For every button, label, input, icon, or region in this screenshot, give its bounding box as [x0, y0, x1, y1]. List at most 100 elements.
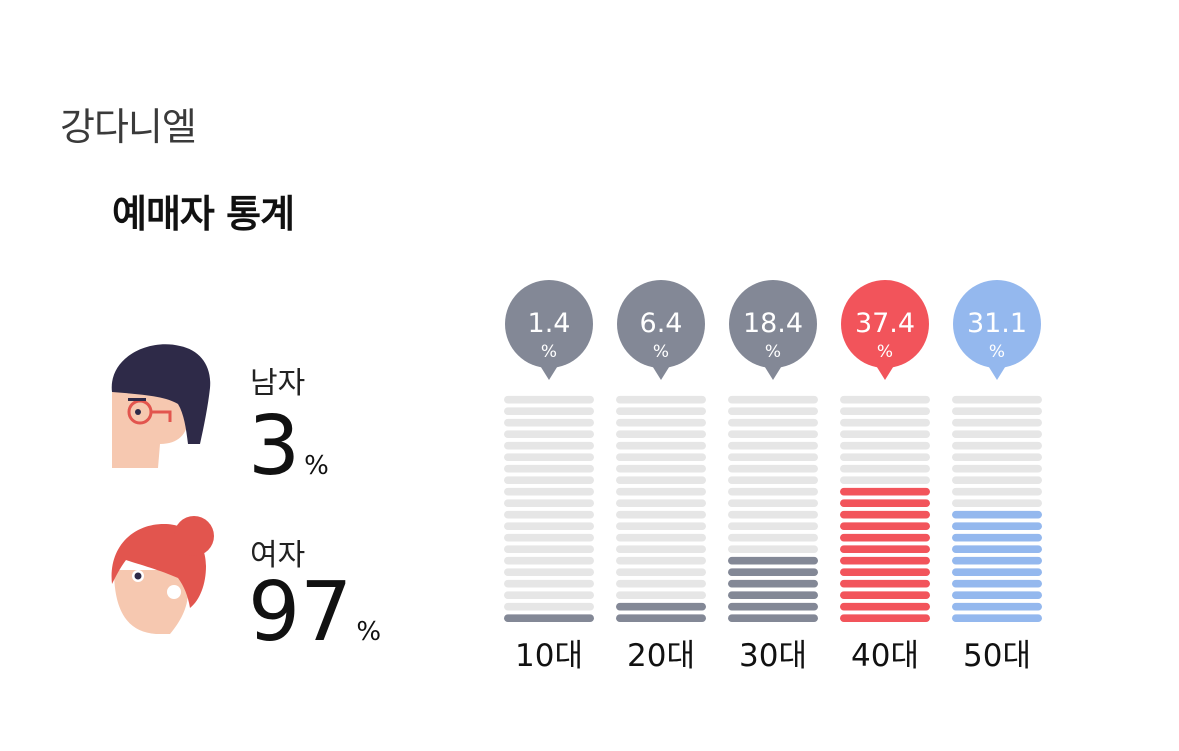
female-face-icon: [111, 516, 214, 634]
female-percent-value: 97: [248, 565, 353, 660]
category-label: 40대: [851, 638, 919, 674]
bar-stripe-track: [504, 591, 594, 599]
bar-stripe-track: [504, 602, 594, 611]
bar-stripe-track: [840, 418, 930, 427]
value-unit: %: [765, 342, 781, 362]
bar-stripe-track: [504, 487, 594, 496]
bar-stripe-filled: [840, 510, 930, 519]
bar-stripe-track: [504, 453, 594, 461]
bar-stripe-filled: [952, 533, 1042, 542]
bar-stripe-filled: [840, 591, 930, 599]
bar-stripe-track: [728, 430, 818, 438]
bar-stripe-track: [504, 556, 594, 565]
value-bubble: [841, 280, 929, 368]
bar-stripe-filled: [504, 614, 594, 622]
bar-stripe-track: [728, 476, 818, 484]
value-unit: %: [877, 342, 893, 362]
bar-stripe-track: [616, 568, 706, 576]
value-unit: %: [653, 342, 669, 362]
bar-stripe-filled: [840, 614, 930, 622]
bar-stripe-track: [728, 522, 818, 530]
value-bubble-pointer: [987, 364, 1007, 380]
bar-stripe-filled: [728, 602, 818, 611]
bar-stripe-track: [504, 407, 594, 415]
bar-stripe-track: [504, 510, 594, 519]
bar-stripe-filled: [728, 614, 818, 622]
bar-stripe-track: [728, 464, 818, 473]
male-percent-unit: %: [304, 451, 329, 481]
bar-stripe-track: [504, 545, 594, 553]
bar-stripe-track: [728, 487, 818, 496]
bar-stripe-track: [616, 407, 706, 415]
bar-stripe-track: [616, 522, 706, 530]
bar-stripe-filled: [952, 602, 1042, 611]
bar-stripe-track: [504, 499, 594, 507]
value-label: 1.4: [528, 308, 571, 339]
bar-stripe-filled: [952, 591, 1042, 599]
bar-stripe-track: [616, 453, 706, 461]
value-bubble: [953, 280, 1041, 368]
category-label: 50대: [963, 638, 1031, 674]
bar-stripe-track: [728, 453, 818, 461]
bar-stripe-track: [504, 430, 594, 438]
bar-stripe-track: [504, 395, 594, 404]
bar-stripe-track: [728, 533, 818, 542]
age-chart: 1.4% 10대 6.4% 20대 18.4% 30대 37.4% 40대 31.1% 50대: [504, 280, 1042, 674]
bar-stripe-track: [728, 407, 818, 415]
section-title: 예매자 통계: [112, 192, 295, 236]
bar-stripe-filled: [840, 579, 930, 588]
age-column: 37.4% 40대: [840, 280, 930, 674]
bar-stripe-track: [616, 487, 706, 496]
value-bubble-pointer: [875, 364, 895, 380]
bar-stripe-filled: [840, 487, 930, 496]
bar-stripe-track: [728, 510, 818, 519]
female-percent: 97%: [248, 572, 381, 654]
bar-stripe-track: [504, 568, 594, 576]
bar-stripe-track: [952, 453, 1042, 461]
bar-stripe-filled: [952, 568, 1042, 576]
bar-stripe-filled: [840, 568, 930, 576]
value-unit: %: [541, 342, 557, 362]
bar-stripe-track: [504, 522, 594, 530]
bar-stripe-track: [616, 441, 706, 450]
female-percent-unit: %: [356, 617, 382, 647]
value-label: 31.1: [967, 308, 1027, 339]
bar-stripe-filled: [952, 522, 1042, 530]
bar-stripe-track: [840, 395, 930, 404]
age-column: 18.4% 30대: [728, 280, 818, 674]
bar-stripe-track: [952, 395, 1042, 404]
bar-stripe-track: [840, 476, 930, 484]
bar-stripe-track: [840, 407, 930, 415]
bar-stripe-track: [840, 430, 930, 438]
bar-stripe-filled: [728, 591, 818, 599]
value-label: 18.4: [743, 308, 803, 339]
bar-stripe-track: [616, 591, 706, 599]
category-label: 20대: [627, 638, 695, 674]
bar-stripe-track: [504, 533, 594, 542]
value-bubble-pointer: [651, 364, 671, 380]
value-bubble-pointer: [763, 364, 783, 380]
male-percent-value: 3: [248, 399, 301, 494]
bar-stripe-filled: [840, 602, 930, 611]
value-label: 37.4: [855, 308, 915, 339]
male-face-icon: [111, 344, 211, 468]
bar-stripe-track: [952, 476, 1042, 484]
bar-stripe-track: [840, 464, 930, 473]
value-bubble: [505, 280, 593, 368]
bar-stripe-track: [952, 487, 1042, 496]
age-column: 6.4% 20대: [616, 280, 706, 674]
bar-stripe-track: [504, 579, 594, 588]
bar-stripe-filled: [840, 533, 930, 542]
bar-stripe-track: [728, 499, 818, 507]
bar-stripe-filled: [840, 522, 930, 530]
bar-stripe-track: [504, 441, 594, 450]
bar-stripe-filled: [840, 499, 930, 507]
bar-stripe-track: [504, 476, 594, 484]
artist-name: 강다니엘: [60, 105, 197, 149]
age-column: 1.4% 10대: [504, 280, 594, 674]
bar-stripe-track: [616, 464, 706, 473]
bar-stripe-filled: [728, 568, 818, 576]
value-bubble-pointer: [539, 364, 559, 380]
bar-stripe-track: [616, 545, 706, 553]
bar-stripe-filled: [952, 545, 1042, 553]
